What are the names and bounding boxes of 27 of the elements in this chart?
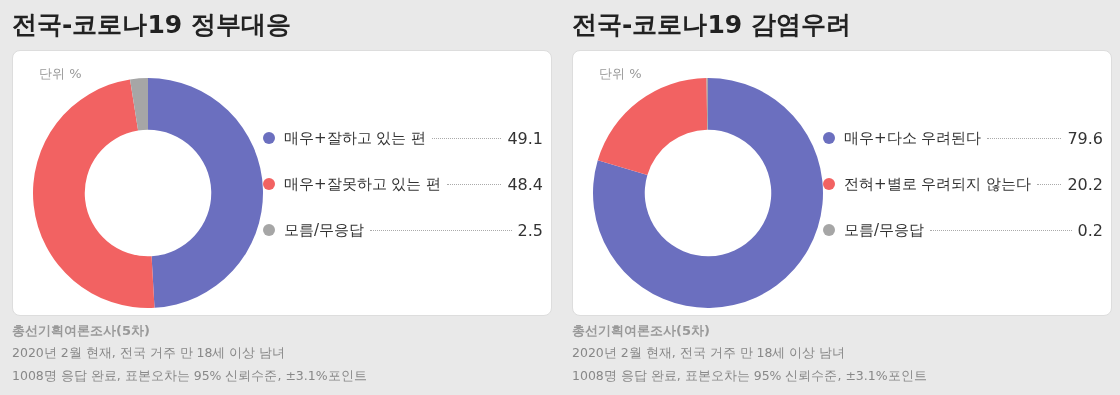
donut-slice (593, 78, 823, 308)
text: 총선기획여론조사(5차) (12, 322, 150, 340)
text: 2020년 2월 현재, 전국 거주 만 18세 이상 남녀 (12, 345, 286, 362)
text: 단위 % (39, 65, 82, 83)
text: 1008명 응답 완료, 표본오차는 95% 신뢰수준, ±3.1%포인트 (12, 368, 367, 385)
chart-title: 전국-코로나19 감염우려 (572, 9, 851, 41)
data-label: 48.4 (507, 174, 543, 194)
donut-slice (130, 78, 148, 131)
data-label: 20.2 (1067, 174, 1103, 194)
legend-label: 매우+잘하고 있는 편 (284, 128, 427, 148)
donut-slice (597, 78, 708, 175)
legend-label: 매우+다소 우려된다 (844, 128, 982, 148)
legend-label: 모름/무응답 (284, 220, 365, 240)
donut-slice (148, 78, 263, 308)
legend-label: 모름/무응답 (844, 220, 925, 240)
chart-title: 전국-코로나19 정부대응 (12, 9, 291, 41)
legend-label: 매우+잘못하고 있는 편 (284, 174, 442, 194)
data-label: 79.6 (1067, 128, 1103, 148)
donut-slice (33, 79, 155, 308)
data-label: 49.1 (507, 128, 543, 148)
text: 총선기획여론조사(5차) (572, 322, 710, 340)
text: 2020년 2월 현재, 전국 거주 만 18세 이상 남녀 (572, 345, 846, 362)
data-label: 0.2 (1077, 220, 1103, 240)
data-label: 2.5 (517, 220, 543, 240)
legend-label: 전혀+별로 우려되지 않는다 (844, 174, 1032, 194)
text: 1008명 응답 완료, 표본오차는 95% 신뢰수준, ±3.1%포인트 (572, 368, 927, 385)
text: 단위 % (599, 65, 642, 83)
